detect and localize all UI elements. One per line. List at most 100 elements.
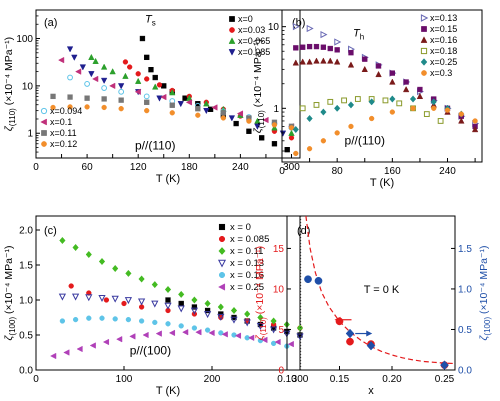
legend-label: x = 0.13 — [230, 258, 264, 269]
data-point — [362, 56, 368, 62]
legend-label: x=0.094 — [50, 106, 82, 116]
data-point — [314, 276, 323, 285]
data-point — [389, 78, 396, 85]
data-point — [220, 110, 227, 116]
series — [292, 95, 465, 134]
data-point — [138, 275, 145, 283]
data-point — [88, 53, 95, 61]
series — [50, 104, 295, 131]
legend-label: x=0.13 — [430, 13, 457, 23]
transition-annotation: Ts — [145, 13, 156, 27]
data-point — [102, 338, 110, 346]
legend-marker — [420, 58, 428, 66]
x-tick-label: 0.20 — [382, 374, 402, 385]
plot-frame — [286, 215, 456, 371]
legend-marker — [41, 130, 47, 136]
legend-label: x = 0 — [230, 222, 251, 233]
data-point — [185, 99, 192, 106]
x-axis-label: x — [368, 385, 374, 397]
legend-marker — [421, 70, 427, 76]
data-point — [299, 58, 306, 65]
data-point — [313, 102, 320, 108]
data-point — [274, 338, 281, 346]
y-right-tick-label: 1.0 — [458, 284, 472, 295]
data-point — [134, 77, 142, 84]
data-point — [402, 85, 410, 93]
data-point — [306, 114, 313, 123]
data-point — [190, 307, 199, 315]
data-point — [98, 257, 106, 266]
x-tick-label: 60 — [82, 162, 94, 173]
data-point — [327, 45, 333, 52]
data-point — [346, 337, 354, 346]
data-point — [66, 46, 74, 53]
data-point — [292, 125, 299, 134]
data-point — [111, 295, 119, 303]
data-point — [139, 35, 146, 42]
legend-marker — [218, 223, 226, 231]
data-point — [231, 332, 237, 338]
data-point — [327, 98, 334, 105]
legend-label: x=0.18 — [430, 46, 457, 56]
data-point — [300, 44, 306, 50]
data-point — [334, 130, 340, 136]
x-tick-label: 200 — [204, 374, 221, 385]
data-point — [101, 85, 108, 91]
data-point — [296, 324, 304, 332]
data-point — [143, 93, 150, 100]
data-point — [320, 138, 327, 144]
data-point — [306, 24, 314, 33]
data-point — [348, 50, 354, 56]
y-right-axis-label: ζ(100) (×10⁻⁴ MPa⁻¹) — [478, 246, 492, 341]
x-tick-label: 0 — [33, 162, 39, 173]
data-point — [118, 106, 124, 112]
data-point — [109, 82, 116, 90]
data-point — [203, 100, 210, 107]
data-point — [118, 88, 125, 95]
data-point — [228, 115, 236, 122]
data-point — [230, 306, 238, 315]
x-tick-label: 0.10 — [277, 374, 297, 385]
data-point — [165, 297, 171, 303]
annotation: T = 0 K — [364, 284, 400, 296]
legend-marker — [228, 49, 236, 56]
legend-label: x=0.12 — [50, 139, 77, 149]
data-point — [254, 123, 261, 130]
transition-annotation: Th — [353, 27, 364, 41]
data-point — [152, 319, 158, 326]
data-point — [125, 269, 132, 277]
data-point — [151, 300, 159, 308]
y-tick-label: 10 — [268, 22, 280, 33]
data-point — [144, 54, 150, 61]
data-point — [403, 79, 409, 85]
data-point — [389, 70, 395, 76]
y-tick-label: 1.0 — [19, 296, 33, 307]
data-point — [270, 317, 277, 325]
data-point — [293, 150, 299, 157]
series — [335, 317, 449, 369]
data-point — [204, 299, 211, 308]
data-point — [440, 360, 449, 370]
data-point — [348, 123, 354, 130]
data-point — [347, 61, 355, 68]
data-point — [151, 281, 158, 289]
data-point — [50, 352, 57, 360]
condition-label: p//(100) — [130, 344, 171, 358]
data-point — [129, 333, 136, 340]
data-point — [208, 329, 215, 337]
series — [68, 283, 303, 331]
data-point — [103, 297, 110, 303]
data-point — [410, 105, 416, 111]
data-point — [127, 64, 133, 70]
data-point — [152, 74, 158, 81]
data-point — [306, 43, 313, 50]
data-point — [75, 68, 82, 75]
data-point — [472, 118, 478, 124]
data-point — [177, 305, 185, 313]
data-point — [423, 111, 430, 117]
data-point — [85, 294, 93, 302]
legend-label: x=0.085 — [238, 47, 270, 57]
y-tick-label: 5 — [278, 325, 284, 336]
